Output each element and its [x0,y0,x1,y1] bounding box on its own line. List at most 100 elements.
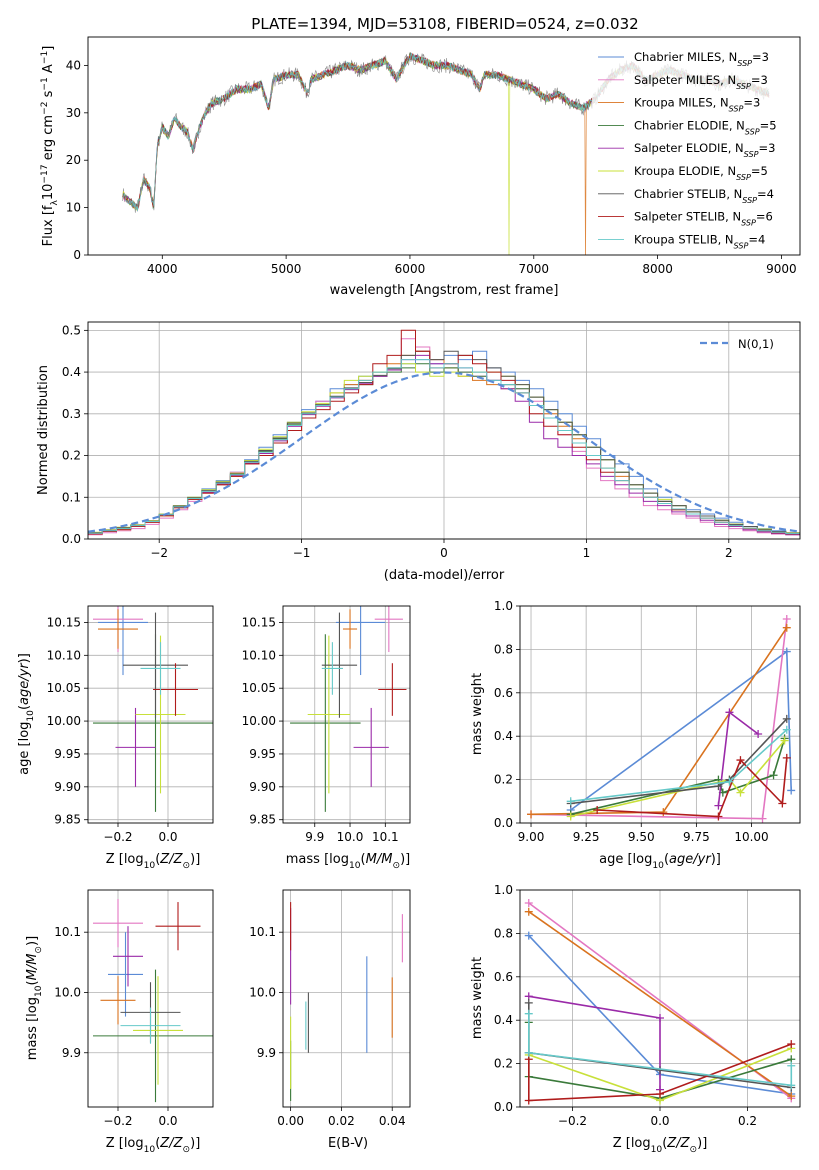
weight-marker-salpeter-stelib [778,799,787,808]
weight-marker-salpeter-miles [524,899,533,908]
x-tick-label: −1 [293,546,311,560]
weight-marker-salpeter-stelib [593,805,602,814]
y-tick-label: 1.0 [494,883,513,897]
weight-marker-kroupa-stelib [566,797,575,806]
panel-weight_vs_age: 9.00 9.25 9.50 9.75 10.00 0.0 0.2 0.4 0.6 0.8 1.0 a… [470,599,801,871]
weight-marker-salpeter-stelib [787,1040,796,1049]
y-tick-label: 30 [66,106,81,120]
y-tick-label: 9.85 [249,813,276,827]
weight-marker-kroupa-stelib [787,1061,796,1070]
panel-mass_vs_ebv: 0.00 0.02 0.04 9.9 10.0 10.1 E(B-V) [249,889,411,1151]
weight-marker-kroupa-miles [659,808,668,817]
plot-area-age_vs_mass [290,606,407,812]
weight-marker-kroupa-stelib [787,1081,796,1090]
y-tick-label: 9.90 [249,780,276,794]
y-tick-label: 0.4 [494,729,513,743]
x-tick-label: 0 [440,546,448,560]
legend-label-salpeter-stelib: Salpeter STELIB, NSSP=6 [634,210,773,228]
weight-marker-kroupa-elodie [780,736,789,745]
spectrum-legend: Chabrier MILES, NSSP=3 Salpeter MILES, NS… [592,43,797,250]
legend-label-chabrier-elodie: Chabrier ELODIE, NSSP=5 [634,118,777,136]
weight-marker-kroupa-elodie [736,788,745,797]
axes-frame [87,321,801,540]
x-tick-label: 0.00 [277,1114,304,1128]
plot-area-mass_vs_ebv [290,902,403,1101]
plot-area-age_vs_z [93,606,213,812]
weight-line-kroupa-elodie [570,739,786,818]
errorbar-salpeter-elodie [115,707,156,787]
axes-frame [87,36,801,256]
legend-box [592,43,797,250]
x-tick-label: 9.00 [518,830,545,844]
weight-marker-kroupa-miles [524,907,533,916]
plot-area-weight_vs_z [524,899,796,1105]
x-tick-label: 10.0 [337,830,364,844]
panel-age_vs_z: −0.2 0.0 9.85 9.90 9.95 10.00 10.05 10.10 10.15 Z… [17,605,214,871]
x-tick-label: 1 [583,546,591,560]
mass-ebv-x-label: E(B-V) [328,1136,368,1151]
weight-marker-kroupa-stelib [782,725,791,734]
legend-label-kroupa-elodie: Kroupa ELODIE, NSSP=5 [634,164,768,182]
weight-z-x-label: Z [log10(Z/Z⊙)] [613,1136,708,1155]
weight-line-salpeter-miles [530,618,788,820]
spectrum-x-label: wavelength [Angstrom, rest frame] [330,283,559,298]
errorbar-chabrier-elodie [93,969,213,1103]
legend-normal-label: N(0,1) [738,337,774,351]
weight-marker-chabrier-elodie [769,771,778,780]
errorbar-salpeter-stelib [153,663,198,716]
y-tick-label: 0.4 [62,365,81,379]
x-tick-label: 0.0 [158,830,177,844]
normal-distribution-curve [88,371,800,533]
weight-marker-kroupa-miles [782,623,791,632]
weight-line-salpeter-stelib [528,1043,792,1102]
x-tick-label: 9000 [766,262,797,276]
y-tick-label: 10.15 [47,615,81,629]
axes-frame [519,889,801,1108]
x-tick-label: 9.9 [305,830,324,844]
weight-line-kroupa-miles [530,627,788,816]
errorbar-kroupa-elodie [307,635,351,794]
weight-marker-kroupa-elodie [566,812,575,821]
errorbar-kroupa-miles [342,609,358,649]
y-tick-label: 0.3 [62,407,81,421]
y-tick-label: 0.2 [494,1057,513,1071]
x-tick-label: 5000 [271,262,302,276]
weight-marker-salpeter-stelib [714,812,723,821]
weight-marker-chabrier-stelib [524,998,533,1007]
legend-label-kroupa-miles: Kroupa MILES, NSSP=3 [634,96,760,114]
weight-marker-chabrier-stelib [782,714,791,723]
residual-x-label: (data-model)/error [384,568,505,583]
y-tick-label: 10.15 [242,615,276,629]
errorbar-kroupa-elodie [133,976,183,1085]
weight-age-x-label: age [log10(age/yr)] [599,852,721,871]
weight-marker-kroupa-miles [787,1092,796,1101]
y-tick-label: 0.2 [62,449,81,463]
y-tick-label: 0.0 [62,532,81,546]
panel-spectrum: 4000 5000 6000 7000 8000 9000 0 10 20 30 40 Flux [f… [40,36,801,298]
y-tick-label: 9.9 [257,1046,276,1060]
y-tick-label: 10.0 [54,985,81,999]
weight-marker-salpeter-miles [758,814,767,823]
figure-title: PLATE=1394, MJD=53108, FIBERID=0524, z=0… [251,15,638,33]
y-tick-label: 0 [73,248,81,262]
y-tick-label: 10.00 [47,714,81,728]
axes-frame [519,605,801,824]
weight-age-y-label: mass weight [470,673,485,755]
axes-frame [282,889,411,1108]
y-tick-label: 10.10 [242,648,276,662]
x-tick-label: 6000 [395,262,426,276]
y-tick-label: 0.2 [494,773,513,787]
x-tick-label: 0.02 [328,1114,355,1128]
errorbar-kroupa-miles [98,609,138,649]
plot-area-residuals [88,329,800,536]
age-z-x-label: Z [log10(Z/Z⊙)] [106,852,201,871]
y-tick-label: 10.05 [47,681,81,695]
x-tick-label: 4000 [147,262,178,276]
y-tick-label: 1.0 [494,599,513,613]
weight-marker-salpeter-stelib [524,1096,533,1105]
legend-label-salpeter-miles: Salpeter MILES, NSSP=3 [634,73,768,91]
weight-marker-salpeter-stelib [736,756,745,765]
y-tick-label: 10.1 [54,925,81,939]
